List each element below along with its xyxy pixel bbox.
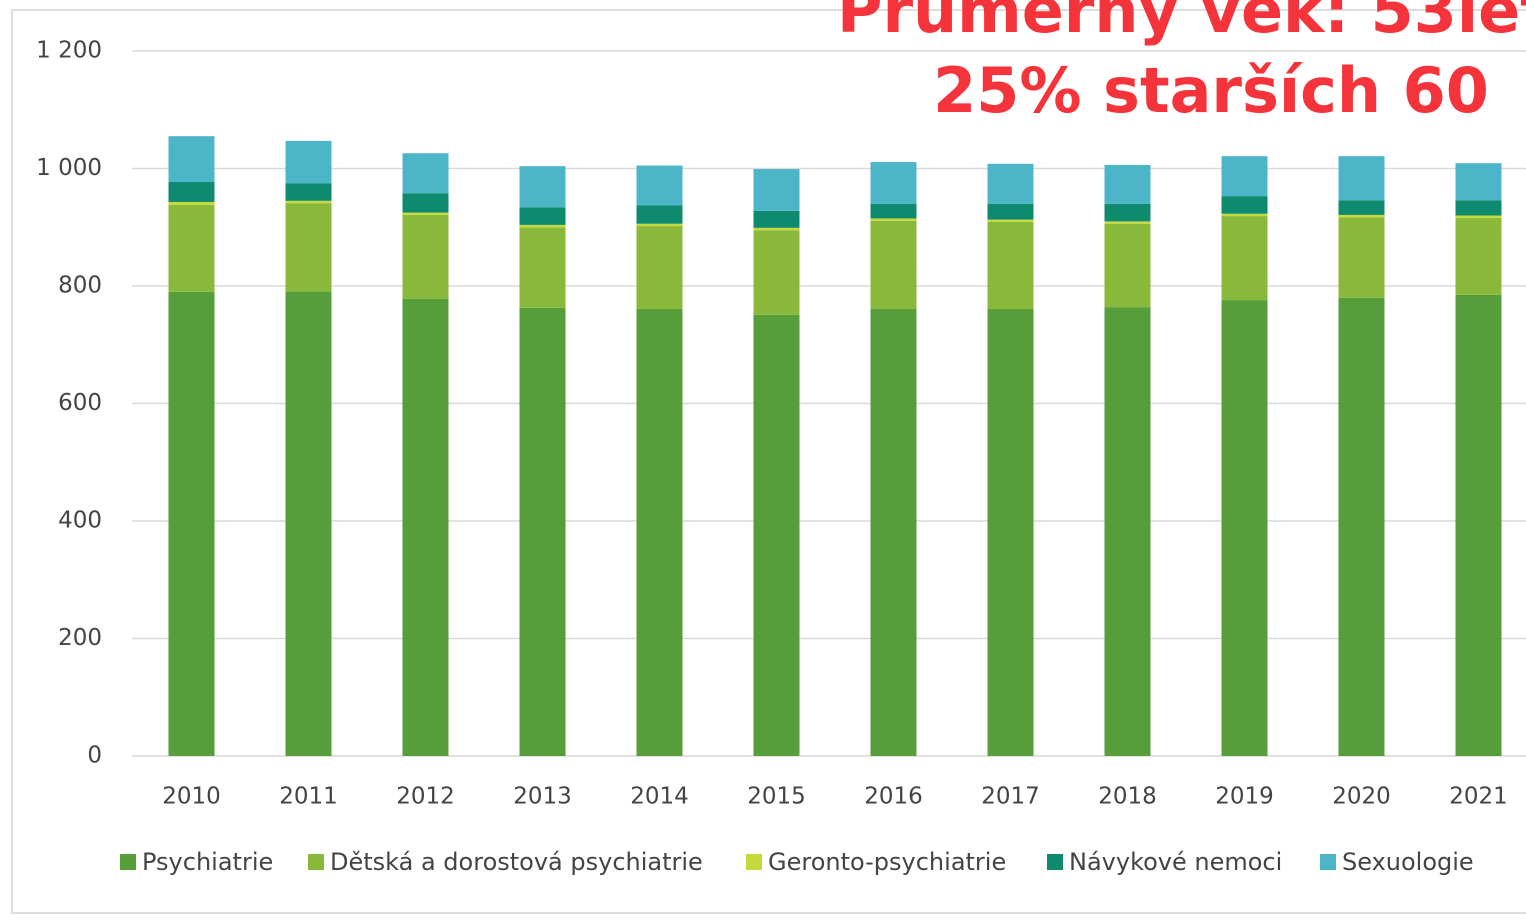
legend-label: Sexuologie	[1342, 848, 1474, 876]
x-tick-label: 2011	[279, 784, 338, 810]
bar-segment	[987, 221, 1034, 309]
legend-label: Psychiatrie	[142, 848, 273, 876]
x-tick-label: 2010	[162, 784, 221, 810]
y-tick-label: 1 000	[36, 155, 102, 181]
x-tick-label: 2018	[1098, 784, 1157, 810]
bar-segment	[1221, 156, 1268, 197]
bar-segment	[753, 230, 800, 315]
legend-swatch	[1320, 854, 1336, 870]
bar-segment	[285, 200, 332, 204]
bar-segment	[636, 308, 683, 756]
bar-segment	[168, 204, 215, 292]
annotation: Průměrný věk: 53let	[837, 0, 1526, 47]
bar-segment	[1221, 213, 1268, 217]
bar-segment	[870, 218, 917, 221]
bar-segment	[168, 136, 215, 183]
bar-segment	[753, 227, 800, 231]
y-tick-label: 600	[58, 390, 102, 416]
x-tick-label: 2019	[1215, 784, 1274, 810]
bar-segment	[753, 314, 800, 756]
bar-segment	[168, 201, 215, 205]
bar-segment	[636, 205, 683, 224]
bar-segment	[402, 153, 449, 194]
bar-segment	[168, 291, 215, 756]
y-tick-label: 800	[58, 273, 102, 299]
bar-segment	[519, 207, 566, 225]
bar-segment	[1455, 217, 1502, 295]
bar-segment	[987, 203, 1034, 220]
bar-segment	[519, 224, 566, 228]
legend-swatch	[746, 854, 762, 870]
bar-segment	[1221, 196, 1268, 214]
bar-segment	[987, 308, 1034, 756]
bar-segment	[1104, 307, 1151, 756]
bar-segment	[1104, 223, 1151, 308]
x-tick-label: 2016	[864, 784, 923, 810]
bar-segment	[1338, 214, 1385, 218]
x-tick-label: 2015	[747, 784, 806, 810]
bar-segment	[402, 298, 449, 756]
bar-segment	[1455, 200, 1502, 216]
bar-segment	[402, 193, 449, 213]
x-tick-label: 2020	[1332, 784, 1391, 810]
bar-segment	[519, 227, 566, 308]
bar-segment	[1338, 217, 1385, 298]
x-tick-label: 2013	[513, 784, 572, 810]
bar-segment	[168, 182, 215, 202]
legend-label: Dětská a dorostová psychiatrie	[330, 848, 703, 876]
legend-swatch	[308, 854, 324, 870]
plot-area: 0 200 400 600 800 1 000 1 200 2010 2011 2012 2013 2…	[36, 38, 1526, 810]
bar-segment	[1221, 216, 1268, 301]
bar-segment	[870, 220, 917, 309]
bar-segment	[1104, 221, 1151, 224]
bar-segment	[285, 183, 332, 201]
bar-segment	[1338, 200, 1385, 215]
bar-segment	[519, 307, 566, 756]
bar-segment	[285, 203, 332, 292]
y-tick-label: 0	[87, 743, 102, 769]
bar-segment	[402, 214, 449, 299]
bar-segment	[636, 165, 683, 206]
x-tick-label: 2017	[981, 784, 1040, 810]
bar-segment	[285, 291, 332, 756]
x-tick-label: 2014	[630, 784, 689, 810]
bar-segment	[870, 203, 917, 219]
bar-segment	[402, 212, 449, 215]
bar-segment	[1455, 215, 1502, 218]
y-tick-label: 1 200	[36, 38, 102, 64]
bar-segment	[753, 169, 800, 211]
legend-label: Návykové nemoci	[1069, 848, 1282, 876]
bar-segment	[870, 162, 917, 204]
legend-swatch	[120, 854, 136, 870]
bar-segment	[870, 308, 917, 756]
legend-label: Geronto-psychiatrie	[768, 848, 1006, 876]
bar-segment	[1221, 300, 1268, 756]
bar-segment	[987, 219, 1034, 222]
bar-segment	[636, 223, 683, 227]
annotation: 25% starších 60	[933, 54, 1489, 127]
y-tick-label: 200	[58, 625, 102, 651]
bar-segment	[1104, 164, 1151, 204]
bar-segment	[987, 163, 1034, 204]
bar-segment	[285, 140, 332, 184]
x-tick-label: 2021	[1449, 784, 1508, 810]
bar-segment	[519, 166, 566, 208]
y-tick-label: 400	[58, 508, 102, 534]
x-tick-label: 2012	[396, 784, 455, 810]
bar-segment	[1104, 203, 1151, 222]
bar-segment	[753, 210, 800, 228]
bar-segment	[1455, 163, 1502, 201]
bar-segment	[1338, 297, 1385, 756]
bar-segment	[1338, 156, 1385, 201]
bar-segment	[636, 226, 683, 309]
bar-segment	[1455, 294, 1502, 756]
legend-swatch	[1047, 854, 1063, 870]
